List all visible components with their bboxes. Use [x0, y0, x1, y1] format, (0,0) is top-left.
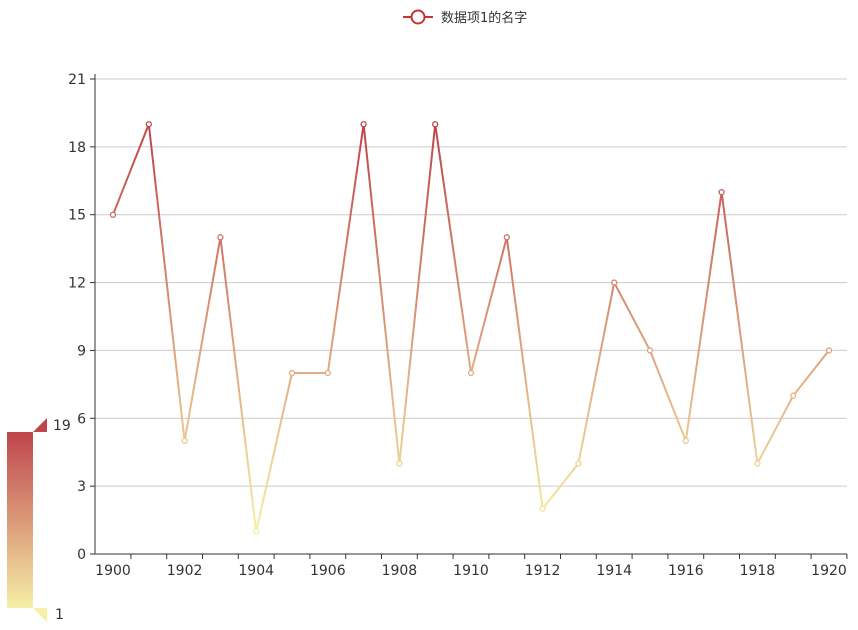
series-segment: [183, 236, 222, 442]
y-tick-label: 15: [68, 208, 86, 224]
x-tick-label: 1918: [740, 563, 776, 579]
series-segment: [613, 281, 651, 352]
legend[interactable]: 数据项1的名字: [403, 9, 527, 26]
series-segment: [577, 281, 616, 465]
legend-marker-icon: [410, 9, 426, 25]
x-tick-label: 1908: [382, 563, 418, 579]
x-tick-label: 1906: [310, 563, 346, 579]
y-tick-label: 6: [77, 411, 86, 427]
data-point: [825, 347, 833, 354]
data-point: [575, 460, 582, 467]
series-line: [112, 123, 830, 533]
data-point: [145, 121, 152, 128]
y-tick-label: 0: [77, 547, 86, 563]
visual-map-bar: [7, 432, 33, 608]
y-tick-label: 12: [68, 276, 86, 292]
series-segment: [219, 236, 258, 533]
series-segment: [434, 123, 472, 375]
data-point: [539, 505, 546, 512]
series-segment: [756, 394, 795, 465]
visual-map[interactable]: 19 1: [7, 418, 71, 623]
series-segment: [541, 462, 580, 510]
data-point: [646, 347, 654, 354]
series-segment: [470, 236, 508, 375]
data-point: [396, 460, 403, 467]
visual-map-handle-high[interactable]: [33, 418, 47, 432]
data-points: [109, 121, 833, 535]
visual-map-min-label: 1: [55, 607, 64, 623]
x-tick-label: 1904: [238, 563, 274, 579]
series-segment: [649, 349, 687, 442]
data-point: [109, 211, 117, 218]
x-tick-label: 1916: [668, 563, 704, 579]
y-tick-label: 21: [68, 72, 86, 88]
x-tick-label: 1902: [167, 563, 203, 579]
series-segment: [792, 349, 830, 397]
legend-label: 数据项1的名字: [441, 10, 527, 26]
visual-map-handle-low[interactable]: [33, 608, 47, 622]
x-tick-label: 1910: [453, 563, 489, 579]
data-point: [718, 188, 725, 196]
series-segment: [684, 191, 723, 442]
data-point: [288, 369, 296, 377]
data-point: [467, 369, 475, 377]
y-tick-label: 18: [68, 140, 86, 156]
series-segment: [398, 123, 437, 465]
y-tick-label: 3: [77, 479, 86, 495]
series-segment: [505, 236, 544, 510]
series-segment: [362, 123, 401, 465]
data-point: [360, 121, 367, 128]
data-point: [253, 528, 260, 535]
data-point: [181, 437, 188, 445]
data-point: [790, 392, 797, 399]
data-point: [611, 279, 618, 286]
series-segment: [255, 372, 293, 533]
series-segment: [326, 123, 365, 375]
data-point: [682, 437, 689, 445]
x-axis: 1900 1902 1904 1906 1908 1910 1912 1914 1916 1918…: [95, 553, 848, 579]
y-tick-label: 9: [77, 343, 86, 359]
series-segment: [147, 123, 186, 442]
x-tick-label: 1920: [811, 563, 847, 579]
data-point: [324, 369, 331, 377]
y-axis: 0 3 6 9 12 15 18 21: [68, 72, 96, 563]
series-segment: [720, 191, 759, 465]
data-point: [432, 121, 439, 128]
x-tick-label: 1912: [525, 563, 561, 579]
visual-map-max-label: 19: [53, 418, 71, 434]
grid-lines: [95, 78, 847, 487]
data-point: [754, 460, 761, 467]
x-tick-label: 1900: [95, 563, 131, 579]
x-tick-label: 1914: [596, 563, 632, 579]
data-point: [217, 234, 224, 241]
data-point: [503, 234, 510, 241]
series-segment: [112, 123, 150, 216]
